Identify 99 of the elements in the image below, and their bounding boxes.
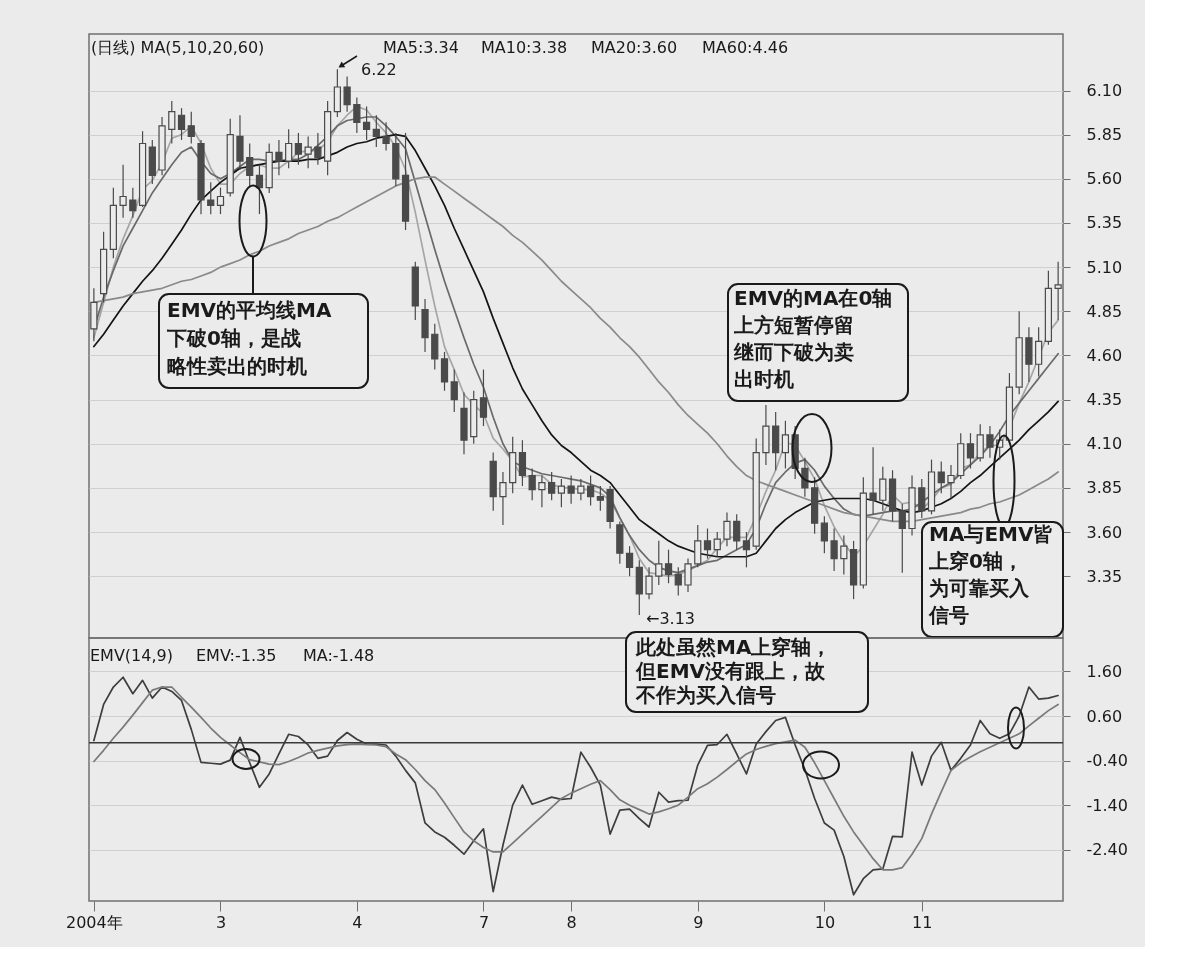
x-tick-label: 11 (912, 912, 933, 932)
x-tick-label: 9 (693, 912, 704, 932)
y-tick-label: 5.35 (1086, 213, 1123, 233)
candlestick (285, 128, 293, 169)
candlestick (362, 105, 371, 141)
candlestick (655, 540, 663, 586)
candlestick (567, 474, 575, 505)
y-tick-label: -0.40 (1086, 751, 1128, 771)
candlestick (187, 111, 195, 145)
chart-title: (日线) MA(5,10,20,60) (91, 38, 265, 57)
candlestick (499, 471, 507, 526)
candlestick (947, 464, 955, 500)
candlestick (869, 446, 877, 515)
candlestick (586, 474, 595, 507)
candlestick (596, 485, 604, 512)
annotation: MA5:3.34 (383, 38, 459, 57)
candlestick (207, 181, 215, 215)
candlestick (372, 114, 380, 148)
candlestick (703, 527, 712, 560)
candlestick (216, 187, 225, 215)
line-series (93, 686, 1059, 871)
candlestick (625, 545, 634, 577)
candlestick (304, 135, 312, 169)
candlestick (918, 478, 926, 519)
x-tick-label: 4 (352, 912, 363, 932)
candlestick (275, 139, 283, 176)
x-tick-label: 3 (215, 912, 227, 932)
y-tick-label: 0.60 (1086, 706, 1123, 726)
candlestick (119, 164, 127, 219)
annotation: EMV的MA在0轴上方短暂停留继而下破为卖出时机 (733, 286, 893, 391)
candlestick (294, 132, 303, 166)
annotation: EMV:-1.35 (196, 646, 277, 665)
annotation: 6.22 (361, 60, 397, 79)
x-tick-label: 7 (478, 912, 490, 932)
y-tick-label: 4.85 (1086, 301, 1123, 321)
candlestick (898, 503, 906, 574)
candlestick (645, 566, 653, 600)
candlestick (742, 531, 751, 568)
annotation: 此处虽然MA上穿轴，但EMV没有跟上，故不作为买入信号 (635, 635, 832, 707)
x-tick-label: 10 (814, 912, 836, 932)
y-tick-label: 3.35 (1086, 566, 1123, 586)
candlestick (664, 549, 673, 584)
candlestick (733, 513, 741, 551)
candlestick (343, 75, 351, 113)
annotation: MA与EMV皆上穿0轴，为可靠买入信号 (928, 522, 1054, 627)
annotation: ←3.13 (646, 609, 696, 628)
candlestick (840, 534, 848, 576)
candlestick (528, 467, 536, 501)
candlestick (986, 425, 994, 459)
candlestick (694, 524, 702, 568)
y-tick-label: -2.40 (1086, 840, 1128, 860)
candlestick (314, 132, 322, 166)
candlestick (557, 478, 566, 508)
candlestick (382, 121, 390, 152)
candlestick (781, 420, 790, 470)
y-tick-label: 4.60 (1086, 345, 1123, 365)
y-tick-label: 1.60 (1086, 661, 1123, 681)
candlestick (976, 423, 984, 462)
annotation: MA10:3.38 (481, 38, 568, 57)
annotation: MA20:3.60 (591, 38, 678, 57)
candlestick (538, 474, 546, 508)
candlestick (684, 557, 692, 593)
y-tick-label: 4.35 (1086, 390, 1123, 410)
candlestick (723, 512, 731, 547)
text: EMV(14,9) (90, 646, 173, 665)
annotation: EMV的平均线MA下破0轴，是战略性卖出的时机 (166, 298, 332, 378)
candlestick (479, 368, 488, 427)
y-tick-label: 4.10 (1086, 434, 1123, 454)
candlestick (830, 527, 838, 572)
candlestick (353, 96, 361, 134)
x-tick-label: 2004年 (66, 912, 123, 932)
candlestick (246, 142, 254, 189)
candlestick (450, 368, 458, 413)
candlestick (177, 107, 186, 141)
y-tick-label: 3.60 (1086, 522, 1123, 542)
candlestick (801, 457, 809, 498)
annotation: MA:-1.48 (303, 646, 375, 665)
candlestick (879, 466, 887, 512)
y-tick-label: -1.40 (1086, 795, 1128, 815)
candlestick (820, 515, 828, 554)
candlestick (129, 187, 137, 219)
candlestick (713, 531, 721, 558)
candlestick (937, 460, 945, 494)
candlestick (440, 351, 449, 392)
y-tick-label: 5.85 (1086, 125, 1123, 145)
y-tick-label: 5.60 (1086, 169, 1123, 189)
annotation: MA60:4.46 (702, 38, 789, 57)
candlestick (1035, 326, 1043, 378)
y-tick-label: 5.10 (1086, 257, 1123, 277)
candlestick (168, 100, 176, 145)
candlestick (548, 471, 556, 501)
candlestick (1054, 261, 1062, 321)
candlestick (577, 478, 585, 501)
y-tick-label: 6.10 (1086, 81, 1123, 101)
candlestick (674, 566, 682, 597)
x-tick-label: 8 (566, 912, 577, 932)
candlestick (966, 432, 975, 470)
candlestick (518, 439, 527, 487)
y-tick-label: 3.85 (1086, 478, 1123, 498)
